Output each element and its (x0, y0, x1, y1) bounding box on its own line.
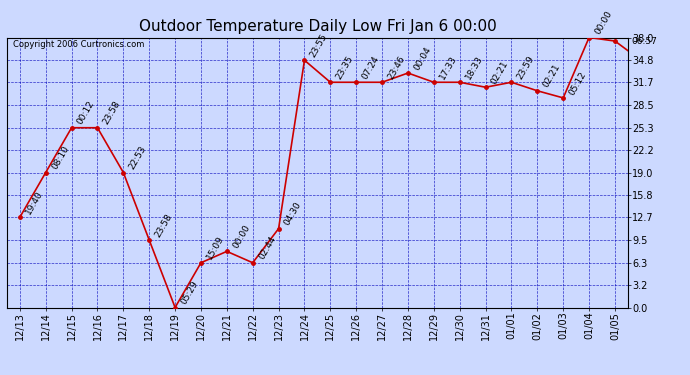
Text: 15:09: 15:09 (205, 234, 226, 261)
Text: 00:12: 00:12 (76, 99, 97, 126)
Text: 08:10: 08:10 (50, 144, 70, 171)
Text: 02:21: 02:21 (490, 59, 511, 86)
Text: 02:44: 02:44 (257, 235, 277, 261)
Text: 02:21: 02:21 (542, 63, 562, 89)
Text: 00:00: 00:00 (593, 9, 614, 36)
Text: 22:53: 22:53 (128, 144, 148, 171)
Text: 23:59: 23:59 (515, 54, 536, 81)
Text: 23:46: 23:46 (386, 54, 407, 81)
Text: 19:40: 19:40 (24, 189, 45, 216)
Text: 07:24: 07:24 (360, 54, 381, 81)
Text: Copyright 2006 Curtronics.com: Copyright 2006 Curtronics.com (13, 40, 144, 49)
Text: 23:58: 23:58 (153, 212, 174, 238)
Text: Outdoor Temperature Daily Low Fri Jan 6 00:00: Outdoor Temperature Daily Low Fri Jan 6 … (139, 19, 496, 34)
Text: 04:30: 04:30 (283, 201, 304, 227)
Text: 00:04: 00:04 (412, 45, 433, 72)
Text: 22:48: 22:48 (0, 374, 1, 375)
Text: 23:58: 23:58 (101, 99, 122, 126)
Text: 00:00: 00:00 (231, 223, 252, 250)
Text: 23:55: 23:55 (308, 32, 329, 59)
Text: 17:33: 17:33 (438, 54, 459, 81)
Text: 05:29: 05:29 (179, 279, 200, 306)
Text: 23:35: 23:35 (335, 54, 355, 81)
Text: 05:12: 05:12 (567, 70, 588, 96)
Text: 18:33: 18:33 (464, 54, 484, 81)
Text: 06:57: 06:57 (631, 38, 657, 46)
